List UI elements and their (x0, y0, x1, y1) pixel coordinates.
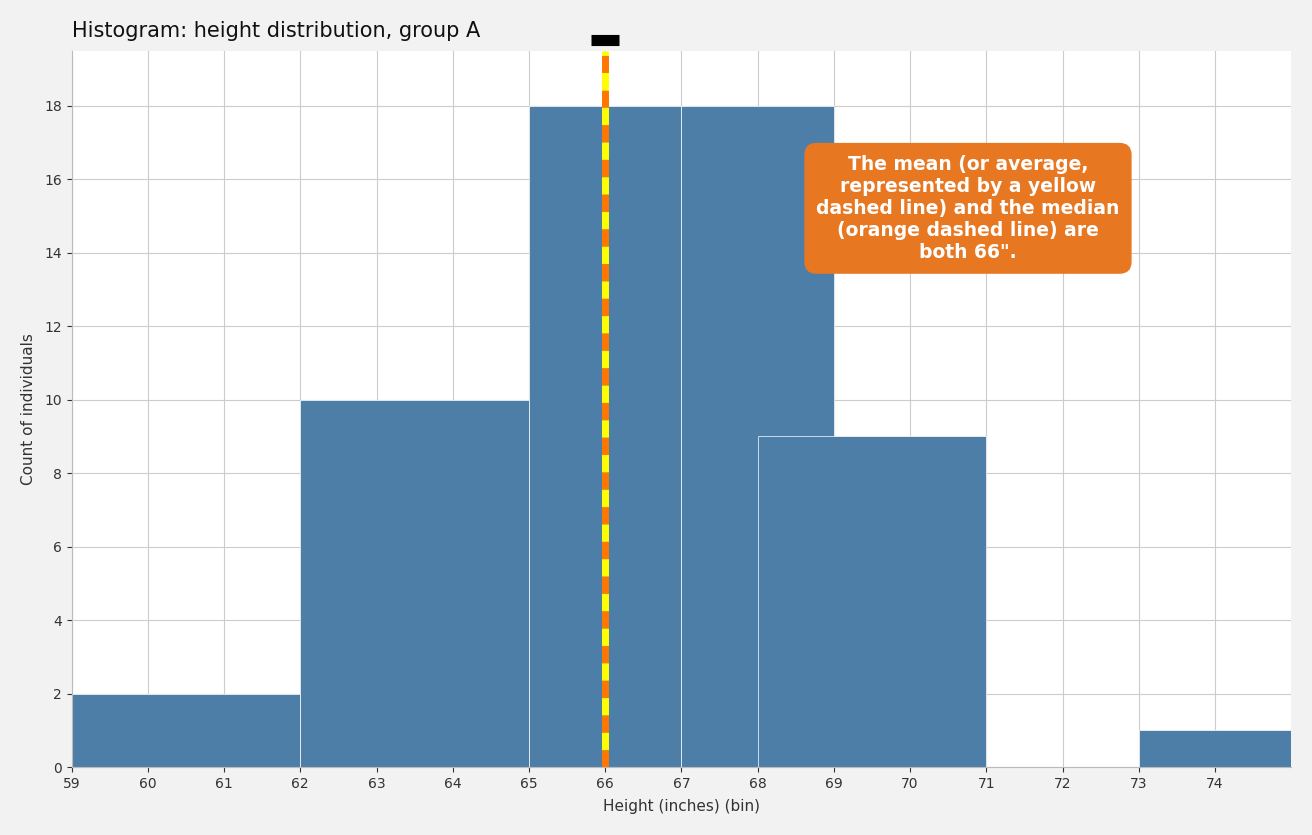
Bar (72, 694, 300, 767)
Bar (300, 400, 529, 767)
X-axis label: Height (inches) (bin): Height (inches) (bin) (604, 799, 760, 814)
Text: Histogram: height distribution, group A: Histogram: height distribution, group A (72, 21, 480, 41)
Bar (757, 437, 987, 767)
Text: The mean (or average,
represented by a yellow
dashed line) and the median
(orang: The mean (or average, represented by a y… (816, 154, 1119, 262)
Bar (1139, 731, 1291, 767)
Y-axis label: Count of individuals: Count of individuals (21, 333, 35, 485)
Bar (529, 106, 681, 767)
Bar (681, 106, 834, 767)
